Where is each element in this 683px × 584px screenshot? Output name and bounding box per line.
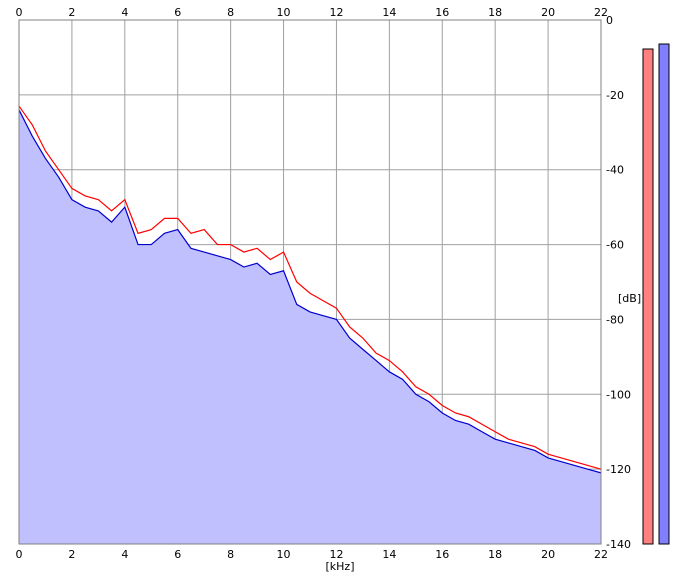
series-line-1 [18,109,602,474]
y-tick-label: -60 [606,239,624,252]
x-tick-label-bottom: 20 [541,548,555,561]
plot-frame [18,19,602,545]
x-tick-label-bottom: 14 [382,548,396,561]
x-tick-label-bottom: 16 [435,548,449,561]
x-tick-label-top: 6 [174,6,181,19]
x-tick-label-top: 12 [329,6,343,19]
x-tick-label-top: 2 [68,6,75,19]
x-tick-label-bottom: 10 [277,548,291,561]
y-tick-label: 0 [606,14,613,27]
spectrum-area [19,109,601,544]
level-meter-1 [658,43,670,545]
x-tick-label-top: 4 [121,6,128,19]
y-ticks: 0 -20 -40 -60 -80 -100 -120 -140 [606,14,631,551]
y-tick-label: -40 [606,164,624,177]
y-tick-label: -100 [606,388,631,401]
x-tick-label-top: 16 [435,6,449,19]
level-meters [642,43,670,545]
x-tick-label-bottom: 2 [68,548,75,561]
x-tick-label-top: 8 [227,6,234,19]
x-tick-label-bottom: 6 [174,548,181,561]
y-axis-label: [dB] [618,292,641,305]
y-tick-label: -120 [606,463,631,476]
level-meter-0 [642,48,654,545]
x-tick-label-bottom: 22 [594,548,608,561]
x-tick-label-bottom: 12 [329,548,343,561]
y-tick-label: -20 [606,89,624,102]
x-ticks-top: 0 2 4 6 8 10 12 14 16 18 20 22 [16,6,609,19]
spectrum-fill [19,109,601,544]
x-tick-label-bottom: 0 [16,548,23,561]
spectrum-lines [18,105,602,474]
series-line-0 [18,105,602,470]
x-tick-label-bottom: 18 [488,548,502,561]
x-tick-label-top: 20 [541,6,555,19]
x-tick-label-top: 14 [382,6,396,19]
x-tick-label-top: 18 [488,6,502,19]
x-tick-label-top: 10 [277,6,291,19]
x-tick-label-top: 22 [594,6,608,19]
y-tick-label: -140 [606,538,631,551]
x-ticks-bottom: 0 2 4 6 8 10 12 14 16 18 20 22 [16,548,609,561]
y-tick-label: -80 [606,313,624,326]
x-tick-label-bottom: 4 [121,548,128,561]
x-tick-label-bottom: 8 [227,548,234,561]
x-axis-label: [kHz] [326,560,355,573]
x-tick-label-top: 0 [16,6,23,19]
